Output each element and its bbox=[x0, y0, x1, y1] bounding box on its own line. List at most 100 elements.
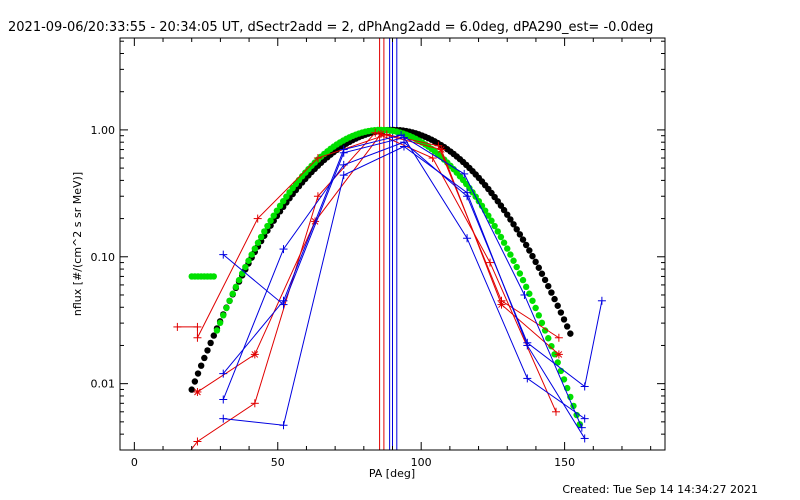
fit-point bbox=[251, 245, 259, 252]
series-0 bbox=[173, 130, 563, 342]
fit-point bbox=[188, 386, 195, 393]
fit-point bbox=[254, 239, 262, 246]
fit-point bbox=[557, 309, 565, 316]
series-5 bbox=[219, 142, 589, 443]
series-6 bbox=[219, 131, 586, 432]
plus-marker bbox=[486, 258, 495, 267]
fit-point bbox=[563, 323, 571, 330]
fit-point bbox=[213, 327, 221, 334]
plus-marker bbox=[253, 214, 262, 223]
fit-point bbox=[513, 226, 520, 233]
x-tick-label: 150 bbox=[554, 456, 575, 469]
fit-point bbox=[532, 304, 539, 312]
fit-point bbox=[223, 304, 230, 312]
plus-marker bbox=[580, 382, 589, 391]
fit-point bbox=[261, 228, 268, 235]
fit-point bbox=[529, 252, 536, 260]
star-marker bbox=[250, 350, 259, 359]
green-fit-curve bbox=[188, 126, 584, 428]
fit-point bbox=[264, 222, 271, 230]
fit-point bbox=[270, 212, 277, 219]
series-2 bbox=[190, 128, 560, 450]
x-tick-label: 0 bbox=[131, 456, 138, 469]
fit-point bbox=[273, 207, 281, 214]
fit-point bbox=[526, 247, 533, 254]
y-axis-label: nflux [#/(cm^2 s sr MeV)] bbox=[71, 172, 84, 316]
plus-marker bbox=[523, 374, 532, 383]
star-marker bbox=[497, 300, 506, 309]
plus-marker bbox=[193, 437, 202, 446]
fit-point bbox=[541, 327, 549, 334]
star-marker bbox=[437, 145, 446, 154]
fit-point bbox=[232, 283, 240, 291]
fit-point bbox=[197, 362, 205, 369]
fit-point bbox=[548, 289, 555, 296]
fit-point bbox=[229, 290, 236, 297]
plus-marker bbox=[554, 333, 563, 342]
fit-point bbox=[535, 312, 542, 319]
fit-point bbox=[500, 206, 508, 214]
fit-point bbox=[504, 211, 511, 218]
plus-marker bbox=[339, 145, 348, 154]
plus-marker bbox=[193, 322, 202, 331]
plus-marker bbox=[279, 245, 288, 254]
fit-point bbox=[560, 376, 568, 383]
fit-point bbox=[519, 236, 527, 243]
plus-marker bbox=[313, 154, 322, 163]
plus-marker bbox=[219, 395, 228, 404]
fit-point bbox=[535, 264, 542, 271]
plus-marker bbox=[520, 290, 529, 299]
fit-point bbox=[485, 212, 492, 219]
plus-marker bbox=[339, 171, 348, 180]
series-line bbox=[222, 141, 603, 400]
fit-point bbox=[532, 258, 539, 266]
fit-point bbox=[210, 332, 217, 339]
fit-point bbox=[567, 330, 574, 337]
y-tick-label: 0.01 bbox=[91, 378, 116, 391]
fit-point bbox=[510, 257, 517, 264]
plus-marker bbox=[428, 154, 437, 163]
plus-marker bbox=[552, 407, 560, 416]
y-tick-label: 0.10 bbox=[91, 251, 116, 264]
plot-area bbox=[173, 38, 606, 450]
fit-point bbox=[529, 297, 536, 304]
series-3 bbox=[219, 133, 589, 423]
plus-marker bbox=[219, 369, 228, 378]
fit-point bbox=[248, 251, 255, 258]
plus-marker bbox=[173, 322, 182, 331]
fit-point bbox=[551, 295, 558, 303]
fit-point bbox=[245, 257, 252, 264]
fit-point bbox=[257, 233, 265, 241]
fit-point bbox=[210, 273, 217, 280]
fit-point bbox=[545, 282, 552, 290]
y-tick-label: 1.00 bbox=[91, 124, 116, 137]
fit-point bbox=[204, 347, 211, 354]
fit-point bbox=[280, 197, 287, 205]
fit-point bbox=[538, 270, 546, 277]
plus-marker bbox=[460, 169, 469, 178]
fit-point bbox=[560, 316, 568, 323]
plus-marker bbox=[523, 341, 532, 350]
axes: 0 50 100 150 0.01 0.10 1.00 bbox=[91, 38, 665, 469]
fit-point bbox=[513, 263, 520, 271]
chart-title: 2021-09-06/20:33:55 - 20:34:05 UT, dSect… bbox=[8, 20, 653, 35]
plus-marker bbox=[339, 160, 348, 169]
x-tick-label: 50 bbox=[271, 456, 285, 469]
fit-point bbox=[216, 319, 224, 327]
plus-marker bbox=[279, 421, 288, 430]
plus-marker bbox=[219, 250, 228, 259]
fit-point bbox=[548, 342, 555, 350]
fit-point bbox=[191, 378, 199, 385]
plot-content bbox=[173, 38, 606, 450]
plus-marker bbox=[463, 188, 472, 197]
fit-point bbox=[516, 231, 524, 238]
fit-point bbox=[507, 216, 514, 223]
fit-point bbox=[226, 297, 233, 304]
plus-marker bbox=[580, 434, 589, 443]
plus-marker bbox=[250, 399, 259, 408]
fit-point bbox=[220, 312, 227, 319]
footer-created: Created: Tue Sep 14 14:34:27 2021 bbox=[562, 483, 758, 496]
fit-point bbox=[494, 228, 501, 235]
fit-point bbox=[500, 239, 508, 246]
